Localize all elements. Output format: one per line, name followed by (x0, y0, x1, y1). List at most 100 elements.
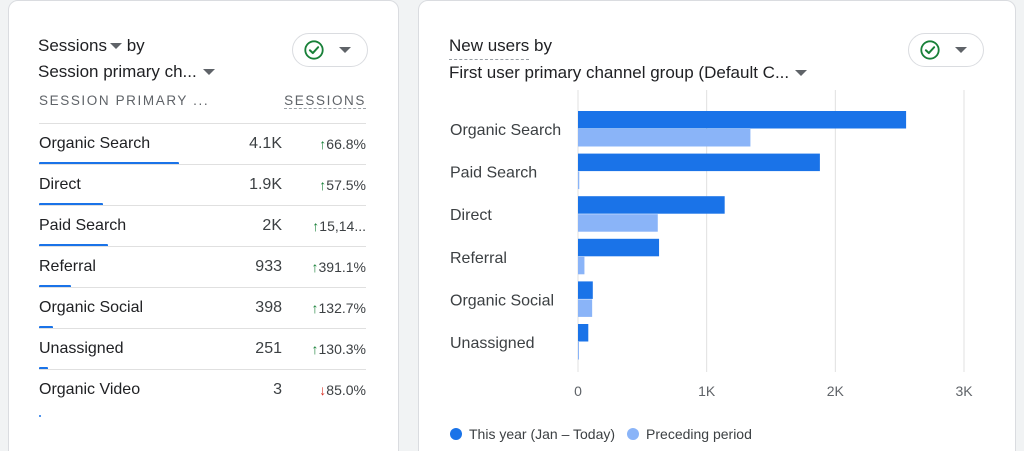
row-dimension-value: Unassigned (39, 340, 124, 357)
row-dimension-value: Referral (39, 258, 96, 275)
caret-down-icon (109, 43, 122, 49)
dimension-dropdown[interactable]: First user primary channel group (Defaul… (449, 60, 808, 86)
caret-down-icon (339, 47, 351, 53)
bar-this-year[interactable] (578, 153, 820, 172)
row-sessions-value: 933 (255, 258, 282, 275)
table-row[interactable]: Organic Search 4.1K ↑66.8% (39, 123, 366, 165)
row-share-bar (39, 285, 71, 288)
table-row[interactable]: Paid Search 2K ↑15,14... (39, 205, 366, 247)
row-dimension-value: Organic Social (39, 299, 144, 316)
row-sessions-value: 398 (255, 299, 282, 316)
arrow-up-icon: ↑ (311, 259, 319, 275)
x-tick-label: 1K (698, 383, 716, 399)
bar-preceding-period[interactable] (578, 342, 579, 360)
row-sessions-value: 3 (273, 381, 282, 398)
row-share-bar (39, 162, 179, 165)
title-by: by (126, 36, 145, 55)
caret-down-icon (955, 47, 967, 53)
row-change-value: 391.1% (318, 259, 366, 275)
row-sessions-value: 1.9K (249, 176, 282, 193)
new-users-card-title: New users by First user primary channel … (449, 33, 808, 86)
row-sessions-value: 2K (262, 217, 282, 234)
arrow-up-icon: ↑ (311, 300, 319, 316)
row-change-value: 66.8% (326, 136, 366, 152)
comparison-toggle-button[interactable] (908, 33, 984, 67)
title-by: by (534, 36, 553, 55)
bar-preceding-period[interactable] (578, 214, 658, 232)
row-sessions-value: 4.1K (249, 135, 282, 152)
dimension-label: Session primary ch... (38, 62, 197, 81)
row-change: ↑132.7% (312, 300, 366, 316)
arrow-up-icon: ↑ (311, 341, 319, 357)
caret-down-icon (795, 70, 808, 76)
table-row[interactable]: Referral 933 ↑391.1% (39, 246, 366, 288)
bar-this-year[interactable] (578, 281, 593, 299)
row-share-bar (39, 326, 53, 329)
metric-dropdown[interactable]: Sessions (38, 33, 122, 59)
bar-this-year[interactable] (578, 324, 589, 342)
dimension-dropdown[interactable]: Session primary ch... (38, 59, 215, 85)
row-change: ↑391.1% (312, 259, 366, 275)
table-row[interactable]: Unassigned 251 ↑130.3% (39, 328, 366, 370)
row-change: ↑66.8% (319, 136, 366, 152)
x-tick-label: 2K (827, 383, 845, 399)
legend-dot-icon (627, 428, 640, 440)
caret-down-icon (202, 69, 215, 75)
row-change-value: 130.3% (318, 341, 366, 357)
y-category-label: Organic Social (450, 292, 554, 309)
row-dimension-value: Paid Search (39, 217, 127, 234)
legend-item-this-year[interactable]: This year (Jan – Today) (450, 426, 615, 442)
bar-preceding-period[interactable] (578, 256, 585, 275)
row-dimension-value: Organic Video (39, 381, 141, 398)
metric-label: Sessions (38, 36, 107, 55)
x-tick-label: 0 (574, 383, 582, 399)
row-change: ↓85.0% (319, 382, 366, 398)
row-change: ↑130.3% (312, 341, 366, 357)
bar-this-year[interactable] (578, 111, 907, 129)
bar-this-year[interactable] (578, 238, 660, 257)
check-circle-icon (920, 40, 940, 60)
dimension-label: First user primary channel group (Defaul… (449, 63, 790, 82)
y-category-label: Referral (450, 250, 507, 267)
column-header-dimension[interactable]: SESSION PRIMARY ... (39, 93, 210, 108)
row-change-value: 57.5% (326, 177, 366, 193)
check-circle-icon (304, 40, 324, 60)
bar-preceding-period[interactable] (578, 299, 593, 317)
row-sessions-value: 251 (255, 340, 282, 357)
table-header: SESSION PRIMARY ... SESSIONS (39, 93, 366, 115)
table-row[interactable]: Organic Video 3 ↓85.0% (39, 369, 366, 417)
chart-legend: This year (Jan – Today) Preceding period (450, 426, 752, 442)
row-change-value: 132.7% (318, 300, 366, 316)
row-change-value: 15,14... (319, 218, 366, 234)
bar-preceding-period[interactable] (578, 129, 751, 147)
table-row[interactable]: Organic Social 398 ↑132.7% (39, 287, 366, 329)
arrow-up-icon: ↑ (319, 136, 327, 152)
arrow-up-icon: ↑ (319, 177, 327, 193)
legend-dot-icon (450, 428, 462, 440)
row-share-bar (39, 415, 41, 417)
row-share-bar (39, 244, 108, 247)
row-dimension-value: Organic Search (39, 135, 151, 152)
table-row[interactable]: Direct 1.9K ↑57.5% (39, 164, 366, 206)
y-category-label: Organic Search (450, 122, 561, 139)
bar-this-year[interactable] (578, 196, 725, 214)
row-change-value: 85.0% (326, 382, 366, 398)
bar-preceding-period[interactable] (578, 171, 580, 190)
legend-label: This year (Jan – Today) (469, 426, 616, 442)
row-share-bar (39, 367, 48, 370)
row-share-bar (39, 203, 103, 206)
column-header-sessions[interactable]: SESSIONS (284, 93, 366, 109)
legend-item-preceding[interactable]: Preceding period (627, 426, 752, 442)
sessions-card-title: Sessions by Session primary ch... (38, 33, 215, 85)
new-users-card: New users by First user primary channel … (418, 0, 1016, 451)
row-change: ↑57.5% (319, 177, 366, 193)
arrow-down-icon: ↓ (319, 382, 327, 398)
y-category-label: Paid Search (450, 165, 537, 182)
x-tick-label: 3K (955, 383, 973, 399)
comparison-toggle-button[interactable] (292, 33, 368, 67)
y-category-label: Direct (450, 207, 492, 224)
row-dimension-value: Direct (39, 176, 81, 193)
sessions-card: Sessions by Session primary ch... SESSIO… (8, 0, 399, 451)
y-category-label: Unassigned (450, 335, 535, 352)
